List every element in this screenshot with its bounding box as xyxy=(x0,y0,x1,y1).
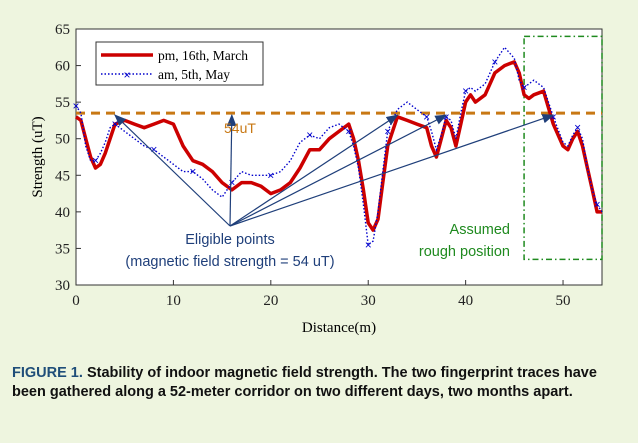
series-line-pm xyxy=(74,60,602,232)
x-axis-label: Distance(m) xyxy=(302,320,376,336)
caption-label: FIGURE 1. xyxy=(12,365,83,381)
data-point-am: × xyxy=(228,176,235,190)
y-tick-label: 40 xyxy=(55,205,70,221)
x-tick-label: 40 xyxy=(458,293,473,309)
eligible-point-arrow xyxy=(226,113,237,227)
x-tick-label: 10 xyxy=(166,293,181,309)
eligible-points-label: Eligible points xyxy=(185,232,274,248)
eligible-points-sublabel: (magnetic field strength = 54 uT) xyxy=(125,254,334,270)
data-point-am: × xyxy=(189,165,196,179)
annotation-arrows xyxy=(114,113,555,227)
data-point-am: × xyxy=(423,110,430,124)
y-axis-label: Strength (uT) xyxy=(30,116,46,197)
legend-box xyxy=(95,41,264,86)
data-point-am: × xyxy=(306,128,313,142)
legend-label-pm: pm, 16th, March xyxy=(158,48,248,63)
figure-caption: FIGURE 1. Stability of indoor magnetic f… xyxy=(12,364,624,402)
y-tick-label: 30 xyxy=(55,278,70,294)
data-point-am: × xyxy=(365,238,372,252)
y-tick-label: 50 xyxy=(55,132,70,148)
data-point-am: × xyxy=(491,55,498,69)
eligible-point-arrow xyxy=(229,114,399,227)
assumed-label: Assumed xyxy=(450,222,510,238)
legend-marker-cross-icon: × xyxy=(123,68,130,82)
data-point-am: × xyxy=(594,198,601,212)
line-chart: 0 10 20 30 40 50 30 35 40 45 50 55 60 65 × × × × × × × × × × × ×… xyxy=(30,22,603,336)
axis-labels: Distance(m) Strength (uT) xyxy=(30,116,376,336)
y-tick-label: 35 xyxy=(55,241,70,257)
axis-ticks: 0 10 20 30 40 50 30 35 40 45 50 55 60 65 xyxy=(55,22,571,309)
y-tick-label: 65 xyxy=(55,22,70,38)
assumed-region-rect xyxy=(523,35,603,261)
y-tick-label: 45 xyxy=(55,168,70,184)
data-point-am: × xyxy=(550,110,557,124)
data-point-am: × xyxy=(345,124,352,138)
y-tick-label: 55 xyxy=(55,95,70,111)
x-tick-label: 50 xyxy=(556,293,571,309)
series-line-am xyxy=(75,46,603,247)
data-point-am: × xyxy=(521,81,528,95)
data-point-am: × xyxy=(92,154,99,168)
threshold-label: 54uT xyxy=(224,120,256,136)
data-point-am: × xyxy=(267,168,274,182)
data-point-am: × xyxy=(384,124,391,138)
data-point-am: × xyxy=(111,117,118,131)
assumed-sublabel: rough position xyxy=(419,244,510,260)
y-tick-label: 60 xyxy=(55,59,70,75)
legend-label-am: am, 5th, May xyxy=(158,67,230,82)
eligible-point-arrow xyxy=(114,114,231,227)
x-tick-label: 30 xyxy=(361,293,376,309)
x-tick-label: 0 xyxy=(72,293,80,309)
data-point-am: × xyxy=(462,84,469,98)
data-point-am: × xyxy=(72,99,79,113)
x-tick-label: 20 xyxy=(263,293,278,309)
assumed-position-box xyxy=(523,35,603,261)
legend: pm, 16th, March × am, 5th, May xyxy=(95,41,264,86)
eligible-point-arrow xyxy=(229,114,448,227)
caption-text: Stability of indoor magnetic field stren… xyxy=(12,365,597,400)
eligible-point-arrow xyxy=(229,114,555,227)
data-point-am: × xyxy=(574,121,581,135)
data-point-am: × xyxy=(150,143,157,157)
